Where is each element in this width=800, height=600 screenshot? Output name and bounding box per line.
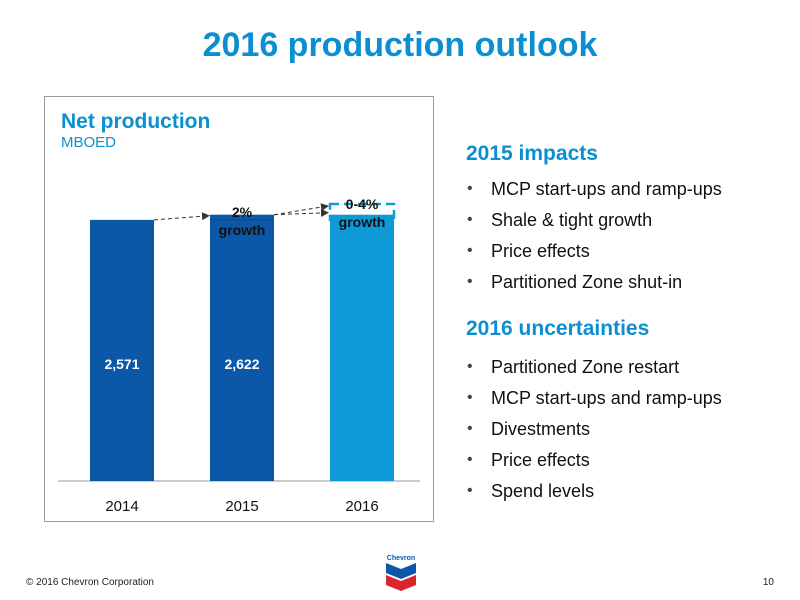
chevron-logo: Chevron [386, 555, 416, 591]
growth-annotation-1: 2% growth [219, 204, 266, 238]
chart-frame [44, 96, 434, 522]
list-item: Divestments [466, 418, 722, 449]
list-item: MCP start-ups and ramp-ups [466, 387, 722, 418]
data-label-2015: 2,622 [224, 356, 259, 372]
list-item: Spend levels [466, 480, 722, 511]
logo-wordmark: Chevron [387, 555, 415, 562]
growth-arrow-2016-flat [273, 208, 329, 217]
x-tick-label-2016: 2016 [345, 498, 378, 515]
growth-arrow-2016-high [273, 203, 329, 216]
list-item: MCP start-ups and ramp-ups [466, 178, 722, 209]
copyright-text: © 2016 Chevron Corporation [26, 577, 154, 588]
slide-title: 2016 production outlook [202, 26, 598, 64]
list-item: Shale & tight growth [466, 209, 722, 240]
impacts-heading: 2015 impacts [466, 142, 598, 165]
x-tick-label-2015: 2015 [225, 498, 258, 515]
list-item: Price effects [466, 449, 722, 480]
bar-2014 [90, 219, 154, 481]
list-item: Price effects [466, 240, 722, 271]
chart-unit-label: MBOED [61, 134, 117, 151]
impacts-list: MCP start-ups and ramp-ups Shale & tight… [466, 178, 722, 302]
page-number: 10 [762, 577, 774, 588]
x-tick-label-2014: 2014 [105, 498, 138, 515]
chart-title: Net production [61, 110, 211, 133]
uncertainties-list: Partitioned Zone restart MCP start-ups a… [466, 356, 722, 511]
bar-2015 [210, 214, 274, 481]
growth-arrow-2015 [153, 212, 210, 221]
list-item: Partitioned Zone restart [466, 356, 722, 387]
bar-2016 [330, 214, 394, 481]
data-label-2014: 2,571 [104, 356, 139, 372]
list-item: Partitioned Zone shut-in [466, 271, 722, 302]
growth-annotation-2: 0-4% growth [339, 196, 386, 230]
uncertainties-heading: 2016 uncertainties [466, 317, 650, 340]
bar-2016-cap [330, 214, 394, 223]
